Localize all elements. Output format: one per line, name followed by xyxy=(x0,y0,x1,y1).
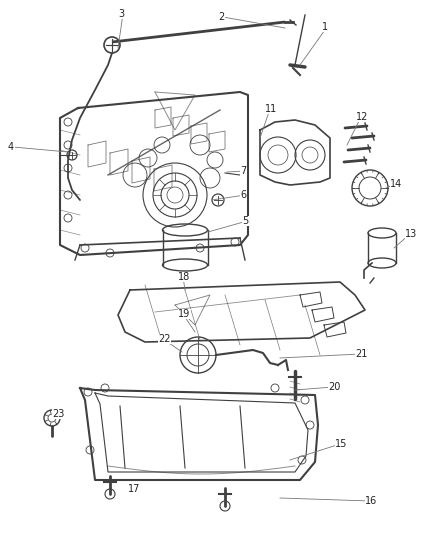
Text: 6: 6 xyxy=(240,190,246,200)
Text: 20: 20 xyxy=(328,382,340,392)
Text: 7: 7 xyxy=(240,166,246,176)
Text: 16: 16 xyxy=(365,496,377,506)
Text: 5: 5 xyxy=(242,216,248,226)
Text: 18: 18 xyxy=(178,272,190,282)
Text: 21: 21 xyxy=(355,349,367,359)
Text: 14: 14 xyxy=(390,179,402,189)
Text: 23: 23 xyxy=(52,409,64,419)
Text: 22: 22 xyxy=(158,334,170,344)
Text: 4: 4 xyxy=(8,142,14,152)
Text: 3: 3 xyxy=(118,9,124,19)
Text: 17: 17 xyxy=(128,484,140,494)
Text: 11: 11 xyxy=(265,104,277,114)
Text: 19: 19 xyxy=(178,309,190,319)
Text: 12: 12 xyxy=(356,112,368,122)
Text: 15: 15 xyxy=(335,439,347,449)
Text: 1: 1 xyxy=(322,22,328,32)
Text: 13: 13 xyxy=(405,229,417,239)
Text: 2: 2 xyxy=(218,12,224,22)
